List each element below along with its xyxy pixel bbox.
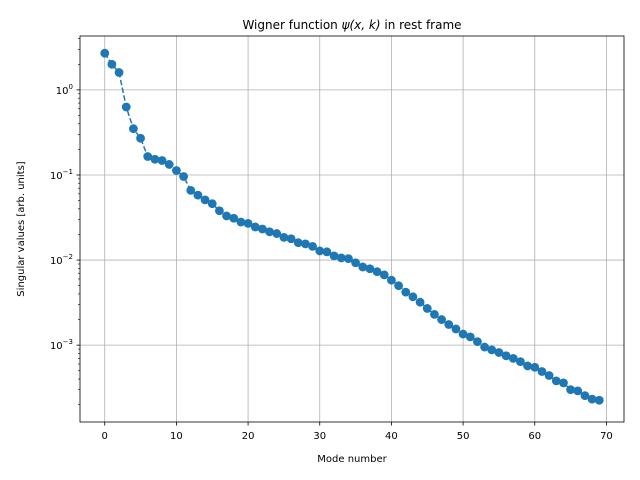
- data-point: [508, 353, 518, 363]
- data-point: [193, 190, 203, 200]
- data-point: [272, 229, 282, 238]
- data-point: [243, 218, 253, 228]
- data-point: [580, 391, 590, 401]
- data-point: [394, 281, 403, 291]
- data-point: [222, 211, 231, 221]
- data-point: [107, 59, 117, 69]
- data-point: [501, 351, 511, 361]
- data-point: [422, 304, 432, 313]
- y-ticks: 10−3 10−2 10−1 100: [50, 38, 80, 405]
- data-point: [566, 385, 575, 395]
- data-point: [215, 206, 224, 216]
- data-point: [430, 309, 439, 319]
- data-point: [415, 297, 425, 307]
- data-point: [544, 371, 554, 380]
- data-point: [372, 267, 382, 277]
- x-tick-label: 40: [385, 431, 398, 442]
- data-point: [437, 315, 446, 324]
- data-point: [473, 337, 482, 347]
- data-point: [587, 394, 597, 404]
- x-tick-label: 10: [170, 431, 183, 442]
- x-tick-label: 30: [313, 431, 326, 442]
- data-point: [573, 386, 583, 396]
- data-point: [114, 68, 124, 77]
- chart-title-math: ψ(x, k): [342, 18, 381, 32]
- data-point: [143, 152, 153, 161]
- data-point: [336, 253, 346, 263]
- plot-frame: [79, 35, 625, 423]
- x-axis-label: Mode number: [317, 454, 387, 465]
- data-point: [401, 287, 411, 297]
- data-point: [494, 348, 504, 357]
- x-tick-label: 50: [457, 431, 470, 442]
- data-point: [351, 258, 360, 268]
- data-point: [279, 232, 289, 242]
- data-point: [200, 195, 210, 205]
- data-point: [150, 154, 160, 164]
- data-point: [329, 251, 339, 261]
- data-point: [551, 376, 561, 386]
- data-point: [308, 241, 317, 251]
- data-point: [458, 329, 468, 339]
- data-point: [594, 395, 604, 405]
- chart-title: Wigner function ψ(x, k) in rest frame: [242, 18, 461, 32]
- x-ticks: 0 10 20 30 40 50 60 70: [102, 422, 613, 442]
- data-point: [164, 160, 174, 169]
- data-point: [301, 239, 310, 249]
- data-point: [451, 324, 461, 334]
- data-point: [365, 264, 375, 274]
- data-point: [265, 227, 274, 237]
- y-tick-label: 100: [56, 83, 73, 97]
- data-point: [136, 133, 145, 143]
- data-point: [207, 199, 217, 209]
- data-point: [344, 254, 353, 264]
- data-point: [172, 166, 181, 175]
- y-tick-label: 10−2: [50, 253, 73, 267]
- data-point: [465, 332, 475, 342]
- data-point: [358, 262, 368, 272]
- data-point: [157, 156, 167, 165]
- data-point: [379, 270, 389, 280]
- x-tick-label: 0: [102, 431, 108, 442]
- data-point: [315, 246, 325, 256]
- data-point: [258, 224, 267, 234]
- y-tick-label: 10−1: [50, 168, 73, 182]
- data-point: [129, 124, 138, 134]
- data-point: [179, 172, 188, 181]
- y-tick-label: 10−3: [50, 338, 73, 352]
- data-point: [387, 275, 396, 285]
- x-tick-label: 70: [600, 431, 613, 442]
- data-point: [480, 342, 489, 352]
- data-point: [322, 247, 332, 257]
- x-tick-label: 20: [242, 431, 255, 442]
- data-point: [293, 238, 303, 248]
- data-point: [186, 185, 196, 195]
- data-point: [121, 102, 131, 112]
- data-point: [516, 357, 525, 367]
- data-point: [559, 378, 568, 388]
- data-point: [229, 213, 239, 223]
- data-point: [530, 362, 540, 372]
- data-point: [100, 48, 110, 58]
- data-point: [487, 345, 497, 355]
- data-point: [236, 217, 246, 227]
- data-point: [444, 320, 454, 329]
- series-markers: [100, 48, 604, 405]
- data-point: [286, 234, 296, 244]
- data-point: [250, 222, 260, 232]
- y-axis-label: Singular values [arb. units]: [16, 161, 27, 296]
- data-point: [408, 292, 418, 302]
- x-tick-label: 60: [528, 431, 541, 442]
- data-point: [523, 361, 532, 371]
- data-point: [537, 367, 547, 376]
